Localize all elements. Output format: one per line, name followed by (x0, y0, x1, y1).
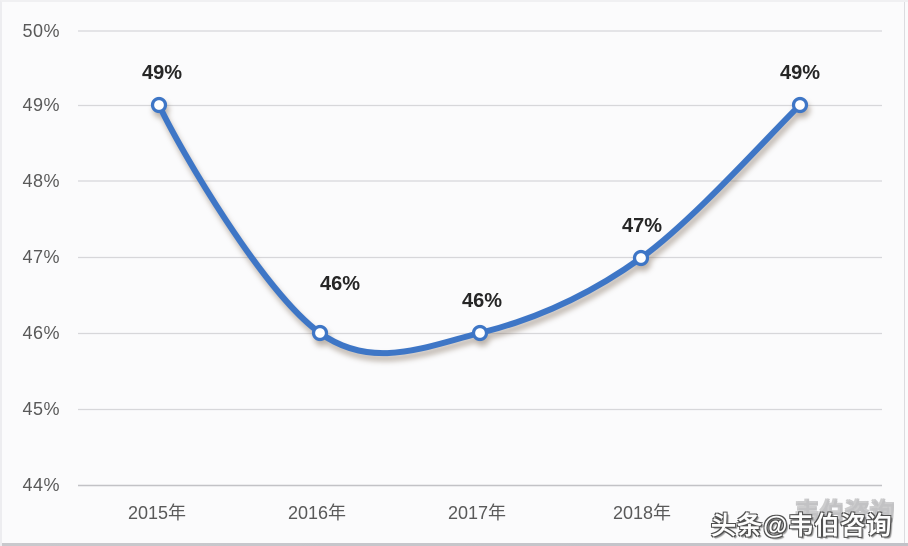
marker-2017 (471, 324, 489, 342)
y-tick-44: 44% (22, 475, 60, 495)
data-label-2016: 46% (319, 273, 361, 295)
watermark: 头条@韦伯咨询 (711, 512, 893, 540)
data-label-2018: 47% (621, 215, 663, 237)
data-series (150, 96, 809, 357)
gridlines (78, 30, 882, 411)
marker-2016 (311, 324, 329, 342)
marker-2019 (791, 96, 809, 114)
y-tick-50: 50% (22, 21, 60, 41)
series-markers (150, 96, 809, 342)
y-tick-48: 48% (22, 171, 60, 191)
y-tick-47: 47% (22, 247, 60, 267)
y-tick-49: 49% (22, 95, 60, 115)
chart-bottom-border (2, 543, 908, 546)
data-label-2015: 49% (141, 62, 183, 84)
series-line (156, 102, 803, 357)
marker-2018 (632, 249, 650, 267)
data-label-2019: 49% (779, 62, 821, 84)
x-tick-2017: 2017年 (447, 503, 507, 523)
y-tick-45: 45% (22, 399, 60, 419)
marker-2015 (150, 96, 168, 114)
x-tick-2018: 2018年 (612, 503, 672, 523)
x-tick-2016: 2016年 (287, 503, 347, 523)
chart-right-border (904, 2, 905, 546)
y-tick-46: 46% (22, 323, 60, 343)
data-label-2017: 46% (461, 290, 503, 312)
x-tick-2015: 2015年 (127, 503, 187, 523)
watermark-ghost-text: 韦伯咨询 (795, 499, 895, 526)
